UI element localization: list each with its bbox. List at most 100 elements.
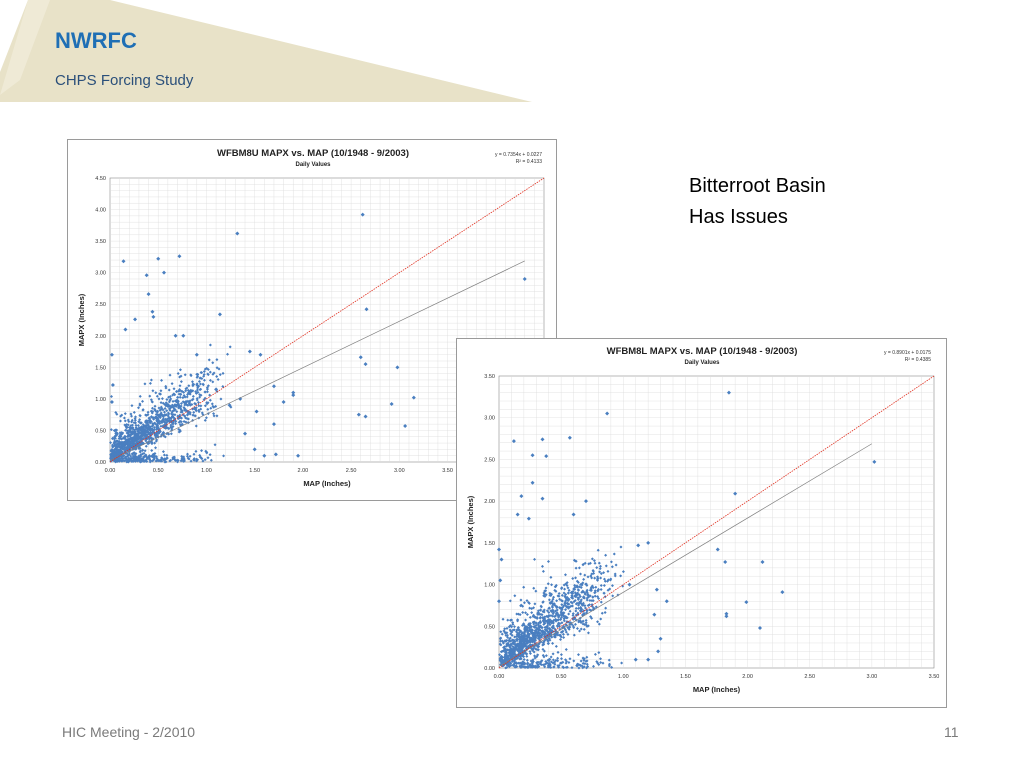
data-point [744,600,749,605]
data-point [515,512,520,517]
data-point [522,276,527,281]
x-tick-label: 1.00 [618,674,629,680]
data-point [271,422,276,427]
data-point [395,365,400,370]
y-tick-label: 1.50 [484,541,495,547]
chart-subtitle: Daily Values [684,360,720,366]
x-tick-label: 3.50 [929,674,940,680]
data-point [123,327,128,332]
plot-area [498,375,935,669]
y-tick-label: 3.00 [95,271,106,277]
data-point [194,352,199,357]
study-name: CHPS Forcing Study [55,72,194,89]
x-tick-label: 0.00 [105,468,116,474]
y-tick-label: 1.00 [95,397,106,403]
data-point [156,256,161,261]
data-point [646,657,651,662]
x-axis-label: MAP (Inches) [303,479,351,488]
data-point [262,453,267,458]
data-point [780,590,785,595]
y-tick-label: 1.50 [95,365,106,371]
data-point [497,599,501,604]
data-point [291,393,296,398]
data-point-cloud [498,545,625,670]
x-tick-label: 0.50 [153,468,164,474]
data-point [633,657,638,662]
scatter-plot-wfbm8l: WFBM8L MAPX vs. MAP (10/1948 - 9/2003) Da… [466,346,940,694]
x-tick-label: 2.50 [804,674,815,680]
org-name: NWRFC [55,28,137,53]
data-point [238,396,243,401]
y-axis-label: MAPX (Inches) [466,495,475,548]
data-point [177,254,182,259]
data-point [109,400,114,405]
data-point [758,625,762,630]
trendline-equation: y = 0.7354x + 0.0227 [495,152,542,158]
data-point [162,270,167,275]
data-point [540,496,545,501]
data-point [110,383,115,388]
data-point [872,459,877,464]
data-point [181,333,186,338]
data-point [652,612,657,617]
x-tick-label: 1.50 [680,674,691,680]
trendline-equation: y = 0.8901x + 0.0175 [884,350,931,356]
y-tick-label: 3.50 [95,239,106,245]
data-point [519,494,524,499]
y-tick-label: 0.50 [484,624,495,630]
chart-title: WFBM8L MAPX vs. MAP (10/1948 - 9/2003) [607,346,798,357]
data-point [760,560,765,565]
data-point [281,400,286,405]
data-point [571,512,576,517]
data-point [363,362,368,367]
data-point [584,499,588,504]
x-tick-label: 3.00 [394,468,405,474]
data-point [723,560,728,565]
data-point [511,439,516,444]
data-point [146,292,151,297]
data-point [360,212,365,217]
callout-line-2: Has Issues [689,206,788,228]
y-tick-label: 2.00 [95,334,106,340]
y-tick-label: 2.50 [95,302,106,308]
page-number: 11 [944,724,959,740]
data-point [656,649,661,654]
data-point [403,424,408,429]
y-tick-label: 3.00 [484,416,495,422]
data-point [530,480,535,485]
data-point [733,491,738,496]
data-point [235,231,240,236]
data-point [715,547,720,552]
data-point [358,355,363,360]
data-point [214,387,219,392]
y-tick-label: 0.00 [95,460,106,466]
data-point [364,307,369,312]
chart-subtitle: Daily Values [295,162,331,168]
data-point [664,599,669,604]
x-tick-label: 3.00 [866,674,877,680]
data-point [273,452,278,457]
y-tick-label: 0.00 [484,666,495,672]
data-point [497,547,501,552]
trendline [109,260,525,461]
x-tick-label: 2.50 [346,468,357,474]
data-point [363,414,368,419]
x-tick-label: 1.00 [201,468,212,474]
x-tick-label: 0.00 [494,674,505,680]
data-point [726,390,731,395]
footer-meeting: HIC Meeting - 2/2010 [62,724,196,740]
data-point [389,401,394,406]
data-point [217,312,222,317]
data-point [356,412,361,417]
data-point [654,587,659,592]
y-tick-label: 4.00 [95,208,106,214]
data-point [227,403,232,408]
header-banner [0,0,532,102]
data-point [173,333,178,338]
y-tick-label: 2.50 [484,457,495,463]
data-point [646,540,651,545]
data-point [151,314,156,319]
data-point [252,447,257,452]
data-point [544,454,549,459]
data-point [636,543,641,548]
